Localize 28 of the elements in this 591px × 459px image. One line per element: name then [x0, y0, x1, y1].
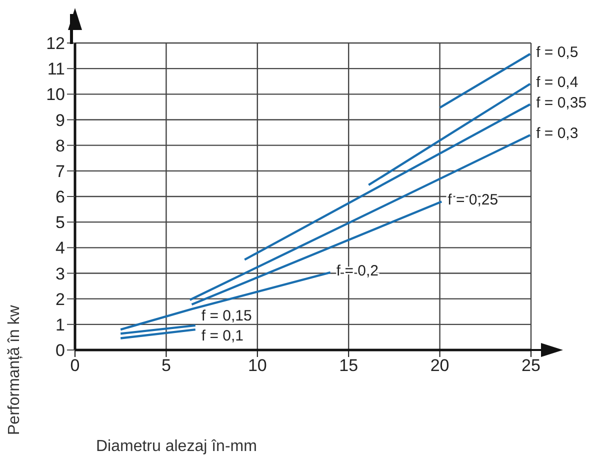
series-label: f = 0,4 — [536, 74, 578, 91]
x-tick-label: 5 — [161, 356, 171, 376]
series-label: f = 0,1 — [201, 327, 244, 344]
y-tick-label: 10 — [46, 85, 65, 104]
series-label: f = 0,15 — [201, 307, 252, 324]
y-tick-label: 7 — [56, 162, 65, 181]
x-tick-label: 20 — [430, 356, 450, 376]
y-tick-label: 4 — [56, 238, 65, 258]
y-tick-label: 8 — [56, 136, 65, 156]
y-tick-label: 0 — [56, 341, 65, 360]
x-tick-label: 25 — [522, 356, 540, 376]
x-tick-label: 15 — [339, 356, 358, 376]
series-label: f = 0,3 — [536, 125, 578, 142]
series-label: f = 0,5 — [536, 44, 578, 61]
y-tick-label: 5 — [56, 213, 65, 232]
y-tick-label: 2 — [56, 290, 65, 309]
x-axis-title: Diametru alezaj în-mm — [96, 438, 257, 456]
series-label: f = 0,35 — [536, 94, 587, 112]
y-tick-label: 12 — [46, 34, 65, 54]
y-tick-label: 6 — [56, 188, 65, 207]
y-tick-label: 11 — [47, 60, 65, 79]
x-tick-label: 0 — [70, 356, 80, 376]
y-tick-label: 3 — [56, 264, 65, 284]
y-axis-title: Performanță în kw — [6, 305, 24, 435]
series-label: f = 0,25 — [448, 192, 498, 209]
y-tick-label: 9 — [56, 110, 65, 130]
y-tick-label: 1 — [56, 315, 65, 334]
x-tick-label: 10 — [248, 356, 267, 376]
